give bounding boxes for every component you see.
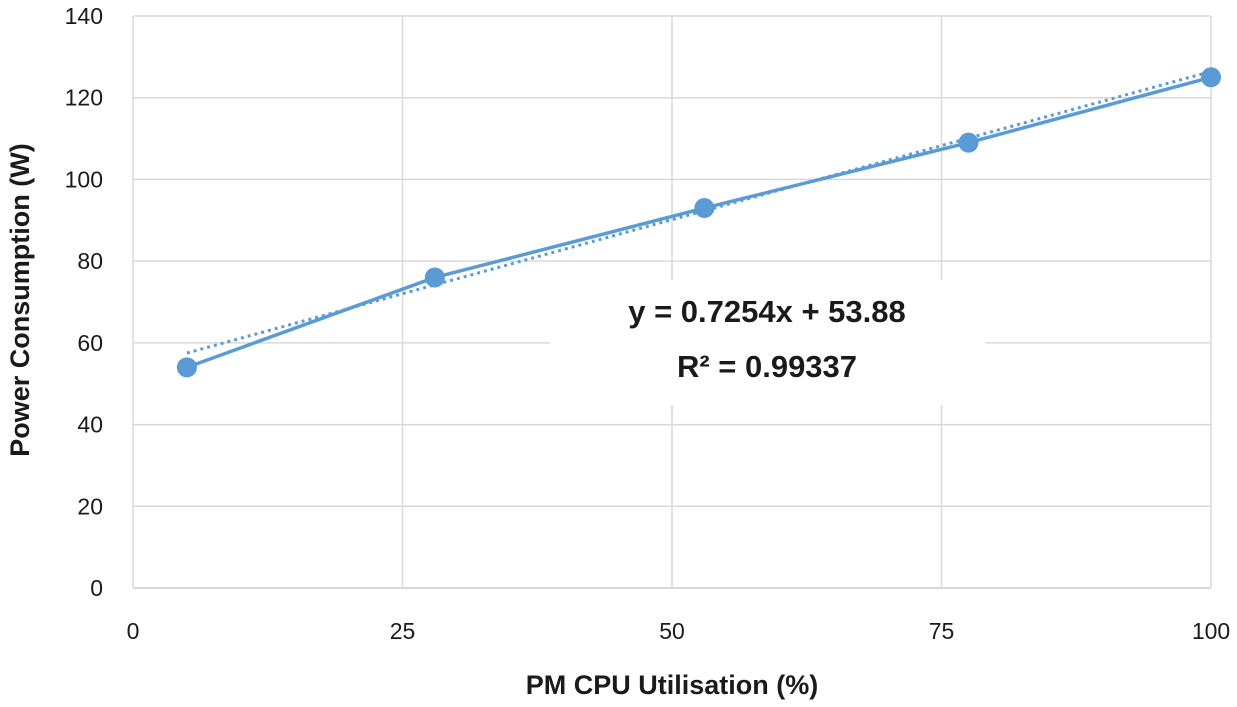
data-point (424, 267, 445, 288)
x-tick-label: 100 (1192, 618, 1230, 644)
y-tick-label: 60 (77, 330, 103, 356)
data-point (1201, 67, 1221, 88)
y-tick-label: 0 (90, 575, 103, 601)
x-tick-label: 75 (929, 618, 955, 644)
trendline-r-squared: R² = 0.99337 (677, 349, 857, 384)
y-tick-label: 140 (65, 3, 103, 29)
grid-lines (132, 15, 1212, 588)
trendline-equation-box: y = 0.7254x + 53.88 R² = 0.99337 (550, 280, 985, 405)
data-point (958, 132, 979, 153)
y-axis-title: Power Consumption (W) (5, 143, 35, 456)
labels: PM CPU Utilisation (%) Power Consumption… (5, 143, 818, 700)
trendline-equation: y = 0.7254x + 53.88 (628, 294, 906, 329)
data-point (694, 198, 715, 219)
y-tick-label: 100 (65, 166, 103, 192)
y-tick-label: 120 (65, 85, 103, 111)
axes: 0 20 40 60 80 100 120 140 0 25 50 75 100 (65, 3, 1231, 644)
data-point (176, 357, 197, 378)
x-tick-label: 50 (659, 618, 685, 644)
y-tick-label: 80 (77, 248, 103, 274)
x-tick-label: 25 (390, 618, 416, 644)
y-tick-label: 40 (77, 412, 103, 438)
y-tick-label: 20 (77, 493, 103, 519)
x-axis-title: PM CPU Utilisation (%) (526, 670, 819, 700)
x-tick-label: 0 (127, 618, 140, 644)
series-group (176, 67, 1221, 378)
equation-background (550, 280, 985, 405)
